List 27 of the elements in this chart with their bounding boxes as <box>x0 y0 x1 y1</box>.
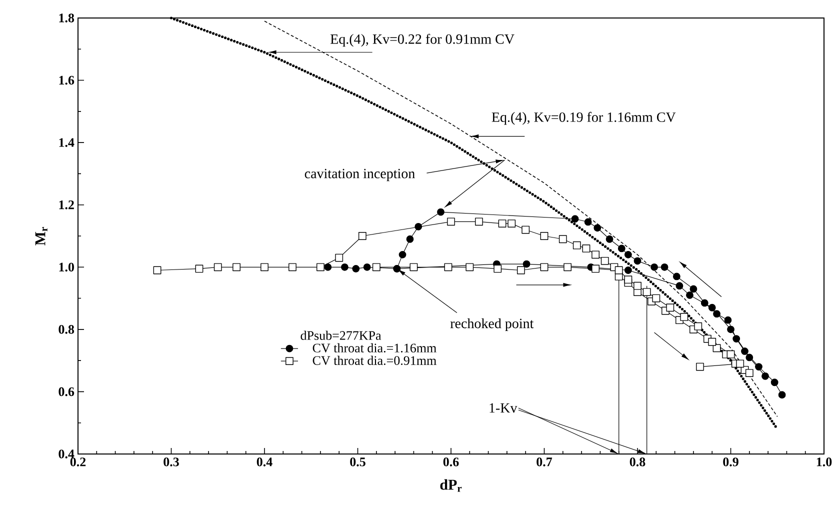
y-tick-label: 1.8 <box>59 14 74 22</box>
annotation: rechoked point <box>450 318 534 332</box>
legend-label: CV throat dia.=0.91mm <box>312 356 436 366</box>
x-tick-label: 0.3 <box>164 458 179 466</box>
y-tick-label: 1.6 <box>59 76 74 85</box>
y-tick-label: 1.2 <box>59 200 74 210</box>
legend-label: CV throat dia.=1.16mm <box>312 343 436 353</box>
legend-title: dPsub=277KPa <box>300 330 382 340</box>
y-tick-label: 1.0 <box>59 262 74 272</box>
y-tick-label: 0.4 <box>58 450 74 458</box>
x-tick-label: 0.7 <box>536 458 552 466</box>
x-tick-label: 0.2 <box>70 458 86 466</box>
x-tick-label: 0.6 <box>443 458 459 466</box>
x-tick-label: 0.5 <box>350 458 366 466</box>
annotation: Eq.(4), Kv=0.19 for 1.16mm CV <box>492 112 676 125</box>
y-tick-label: 0.6 <box>58 387 74 396</box>
x-axis-title: dP$_{r}$ <box>440 479 462 492</box>
y-tick-label: 1.4 <box>59 138 74 147</box>
annotation: 1-Kv <box>490 403 518 413</box>
x-tick-label: 0.9 <box>723 458 738 466</box>
annotation: Eq.(4), Kv=0.22 for 0.91mm CV <box>330 34 514 47</box>
y-axis-title: M$_{r}$ <box>35 227 48 246</box>
annotation: cavitation inception <box>304 168 415 182</box>
x-tick-label: 0.8 <box>630 458 646 466</box>
y-tick-label: 0.8 <box>58 325 74 334</box>
x-tick-label: 0.4 <box>256 458 272 466</box>
x-tick-label: 1.0 <box>816 458 832 466</box>
